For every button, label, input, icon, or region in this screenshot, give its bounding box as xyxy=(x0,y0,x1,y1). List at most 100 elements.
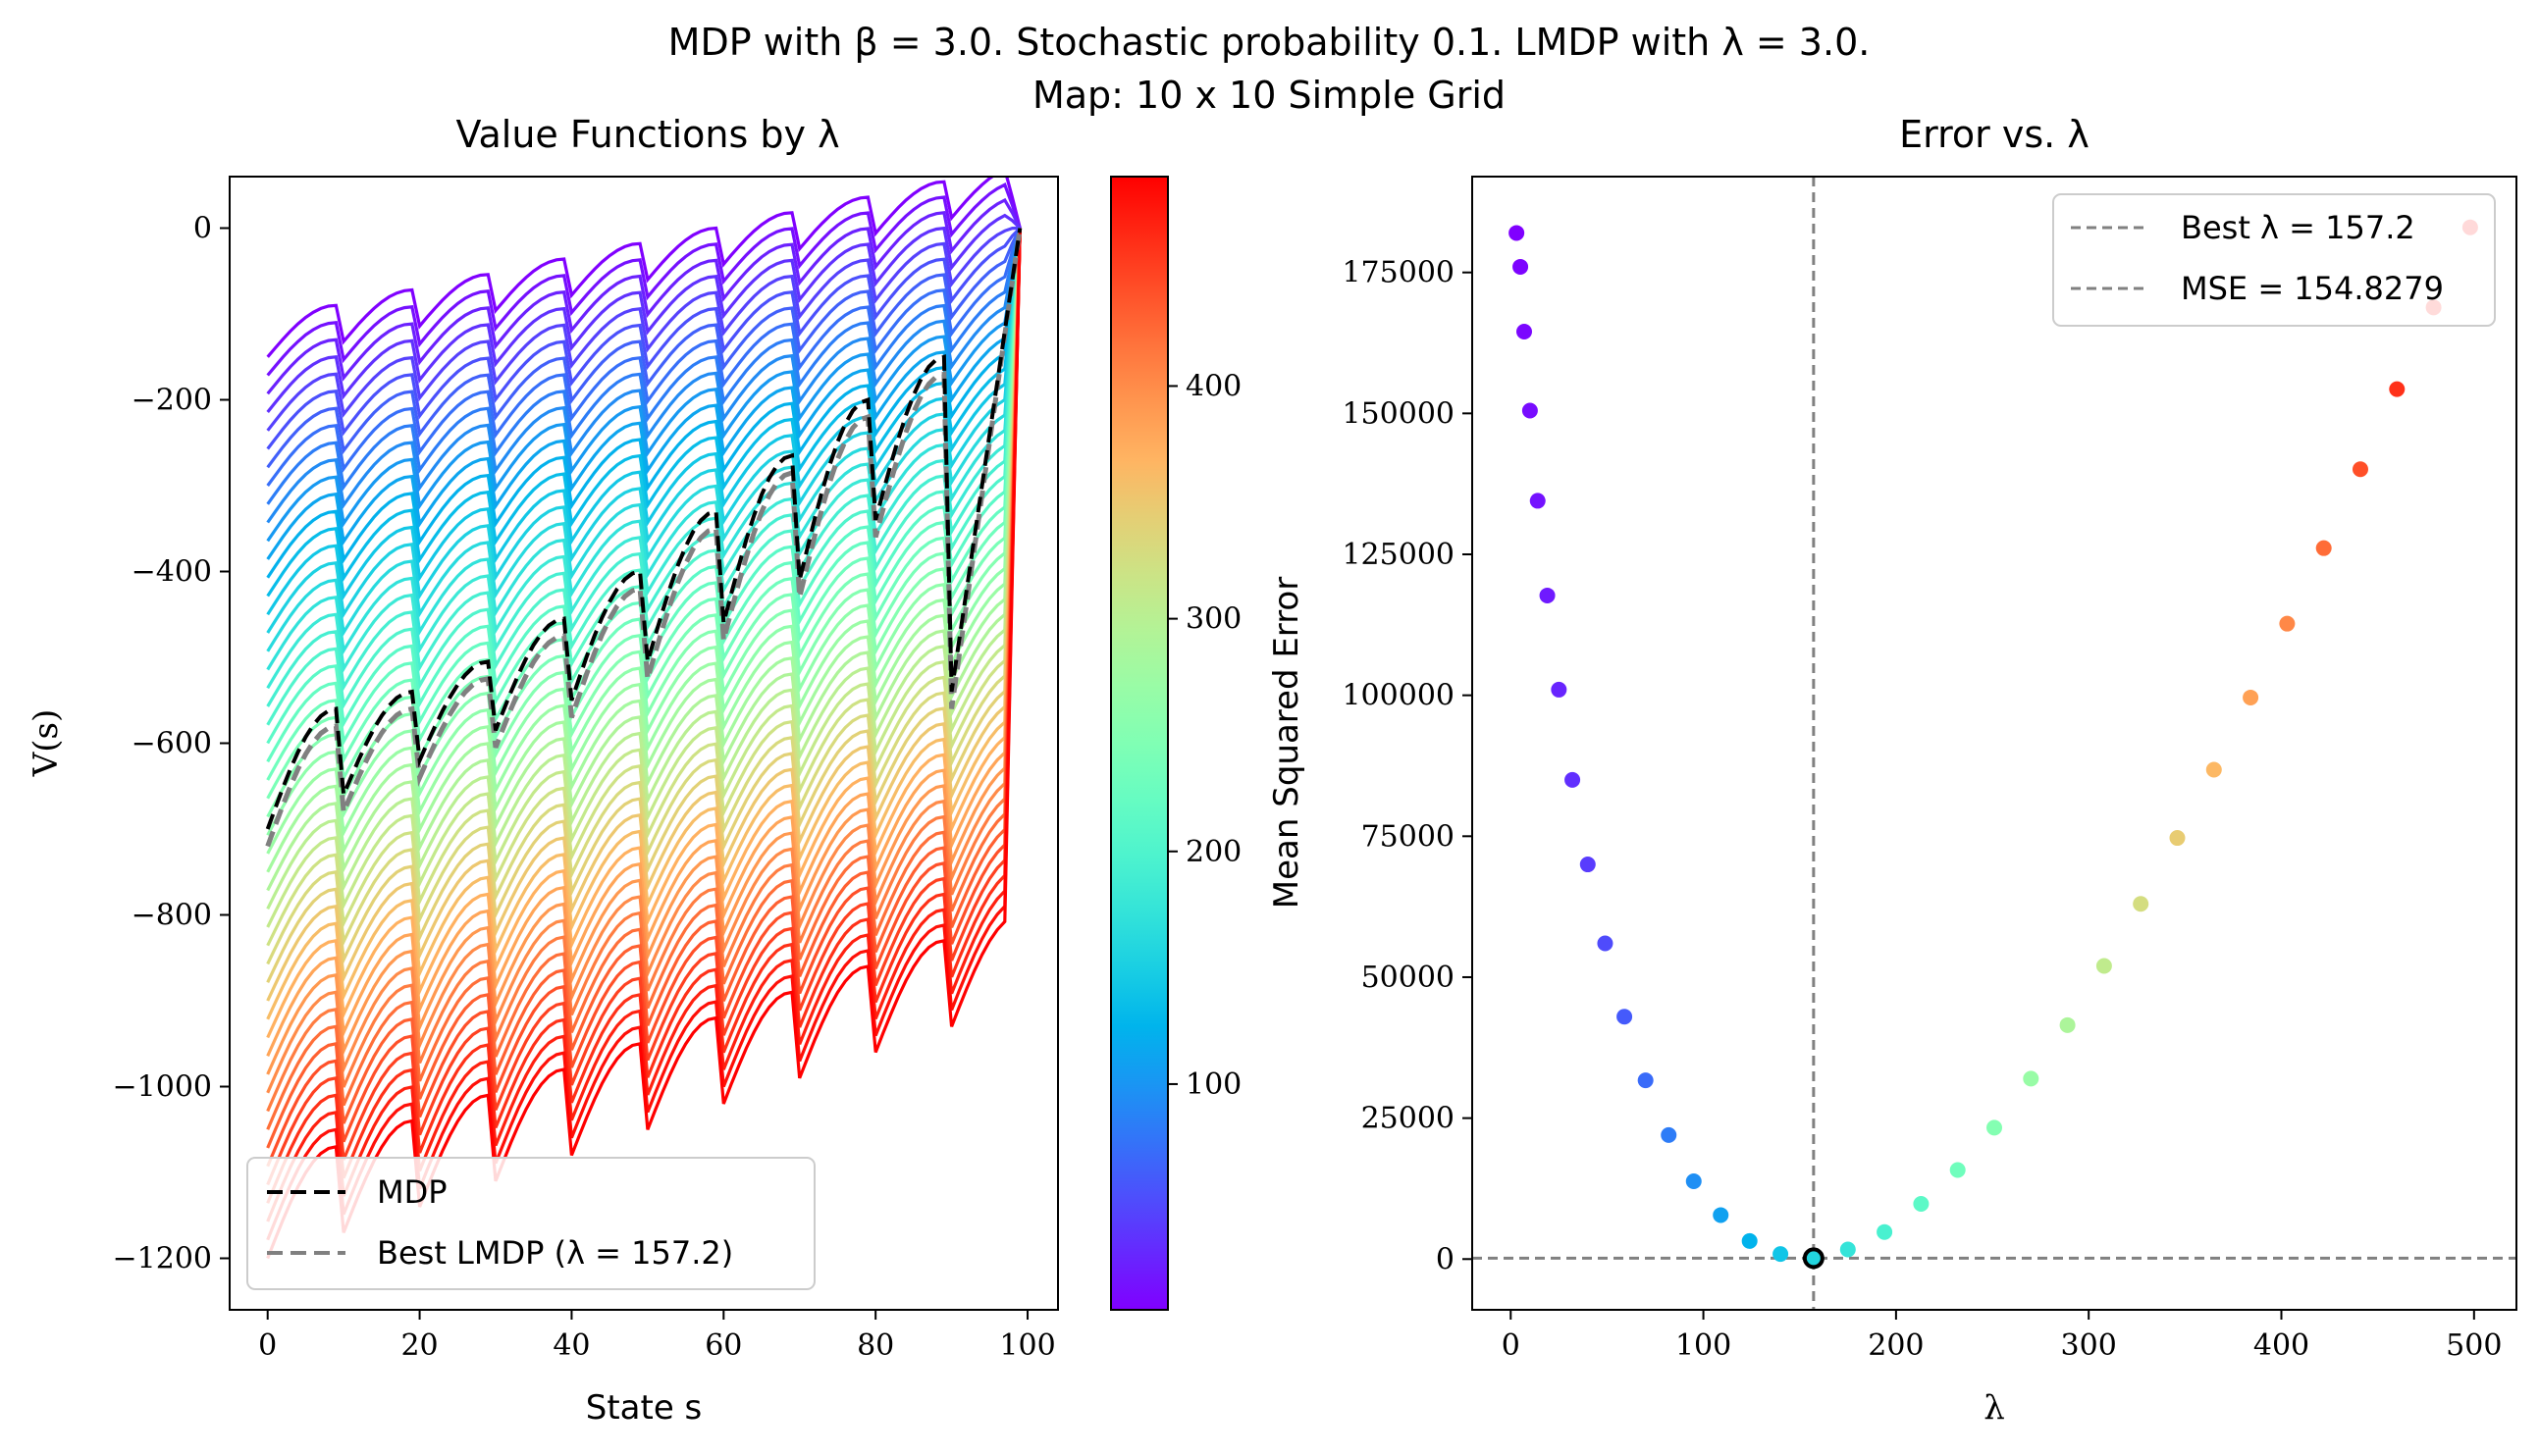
scatter-point xyxy=(2169,830,2186,847)
value-curve xyxy=(266,228,1022,707)
left-ylabel: V(s) xyxy=(26,709,66,778)
scatter-point xyxy=(1661,1126,1677,1143)
left-y-ticks: 0 −200 −400 −600 −800 −1000 −1200 xyxy=(113,212,230,1276)
scatter-point xyxy=(1564,771,1581,788)
right-legend: Best λ = 157.2 MSE = 154.8279 xyxy=(2052,193,2496,327)
value-curve xyxy=(266,177,1022,358)
value-curve xyxy=(266,228,1022,579)
x-tick-label: 100 xyxy=(999,1328,1055,1363)
scatter-point xyxy=(1616,1009,1633,1025)
y-tick-label: 100000 xyxy=(1342,679,1455,713)
value-curve xyxy=(266,228,1022,671)
right-ylabel: Mean Squared Error xyxy=(1267,577,1306,909)
x-tick-label: 40 xyxy=(553,1328,590,1363)
value-curve xyxy=(266,226,1021,432)
scatter-point xyxy=(1741,1232,1758,1249)
value-curve xyxy=(266,228,1022,598)
value-curve xyxy=(266,228,1022,1130)
suptitle-line1: MDP with β = 3.0. Stochastic probability… xyxy=(668,21,1871,64)
value-curve xyxy=(266,182,1022,377)
y-tick-label: 75000 xyxy=(1361,819,1455,854)
colorbar-gradient xyxy=(1110,176,1169,1311)
scatter-point xyxy=(1986,1119,2002,1136)
colorbar-tick-label: 200 xyxy=(1186,835,1242,869)
x-tick-label: 200 xyxy=(1868,1328,1924,1363)
scatter-point xyxy=(1913,1195,1930,1212)
right-y-ticks: 0 25000 50000 75000 100000 125000 150000 175000 xyxy=(1342,256,1472,1276)
colorbar-ticks: 100 200 300 400 xyxy=(1168,369,1242,1102)
left-xlabel: State s xyxy=(586,1388,703,1428)
value-curve xyxy=(266,228,1022,1039)
x-tick-label: 60 xyxy=(705,1328,742,1363)
mdp-curve xyxy=(265,228,1023,830)
value-curve xyxy=(266,228,1022,800)
scatter-point xyxy=(2243,689,2259,705)
value-curve xyxy=(266,228,1022,543)
colorbar: 100 200 300 400 xyxy=(1110,176,1242,1311)
y-tick-label: 0 xyxy=(1436,1242,1455,1276)
value-curve xyxy=(266,228,1022,616)
value-curves xyxy=(265,177,1023,1260)
scatter-point xyxy=(1685,1172,1702,1189)
value-curve xyxy=(266,228,1022,524)
y-tick-label: −1000 xyxy=(113,1070,212,1105)
left-legend: MDP Best LMDP (λ = 157.2) xyxy=(246,1157,816,1290)
colorbar-tick-label: 300 xyxy=(1186,602,1242,637)
scatter-point xyxy=(1508,225,1525,241)
x-tick-label: 20 xyxy=(400,1328,438,1363)
scatter-point xyxy=(1713,1207,1729,1223)
right-axes-frame xyxy=(1471,176,2517,1311)
x-tick-label: 300 xyxy=(2061,1328,2117,1363)
value-curve xyxy=(266,227,1022,469)
left-panel: Value Functions by λ 0 20 40 60 80 100 0 −200 −… xyxy=(26,113,1059,1428)
right-panel: Error vs. λ 0 100 200 300 400 500 0 25000 50000… xyxy=(1267,113,2517,1428)
scatter-point xyxy=(1516,324,1533,340)
scatter-point xyxy=(1521,402,1538,419)
x-tick-label: 80 xyxy=(857,1328,894,1363)
x-tick-label: 100 xyxy=(1675,1328,1731,1363)
scatter-point xyxy=(1579,857,1596,873)
value-curve xyxy=(266,228,1022,1149)
y-tick-label: 125000 xyxy=(1342,538,1455,572)
value-curve xyxy=(266,213,1022,413)
scatter-point xyxy=(1597,935,1613,952)
right-xlabel: λ xyxy=(1984,1388,2005,1428)
value-curve xyxy=(266,228,1022,1113)
colorbar-tick-label: 400 xyxy=(1186,369,1242,403)
value-curve xyxy=(266,228,1022,965)
y-tick-label: −600 xyxy=(132,727,212,761)
y-tick-label: −800 xyxy=(132,899,212,933)
best-point xyxy=(1802,1247,1825,1270)
y-tick-label: −400 xyxy=(132,555,212,590)
y-tick-label: 150000 xyxy=(1342,396,1455,431)
right-title: Error vs. λ xyxy=(1899,113,2089,156)
scatter-point xyxy=(2279,615,2296,632)
colorbar-tick-label: 100 xyxy=(1186,1067,1242,1102)
x-tick-label: 0 xyxy=(1502,1328,1520,1363)
value-curve xyxy=(266,228,1022,505)
scatter-point xyxy=(2205,761,2222,778)
x-tick-label: 0 xyxy=(258,1328,277,1363)
scatter-point xyxy=(1551,681,1567,698)
left-legend-box xyxy=(246,1157,816,1290)
x-tick-label: 400 xyxy=(2253,1328,2309,1363)
scatter-point xyxy=(2315,540,2332,556)
value-curve xyxy=(266,228,1022,560)
scatter-point xyxy=(1877,1223,1893,1240)
value-curve xyxy=(266,228,1022,1057)
value-curve xyxy=(266,227,1022,487)
value-curve xyxy=(266,227,1022,450)
scatter-point xyxy=(2023,1070,2039,1087)
y-tick-label: −200 xyxy=(132,384,212,418)
x-tick-label: 500 xyxy=(2446,1328,2502,1363)
scatter-point xyxy=(1949,1162,1966,1178)
legend-best-lambda-label: Best λ = 157.2 xyxy=(2181,209,2415,246)
scatter-point xyxy=(2133,896,2149,912)
left-title: Value Functions by λ xyxy=(455,113,839,156)
value-curve xyxy=(266,228,1022,1260)
value-curve xyxy=(266,228,1022,1075)
value-curve xyxy=(266,228,1022,690)
legend-mdp-label: MDP xyxy=(377,1173,448,1211)
scatter-point xyxy=(1637,1072,1654,1089)
